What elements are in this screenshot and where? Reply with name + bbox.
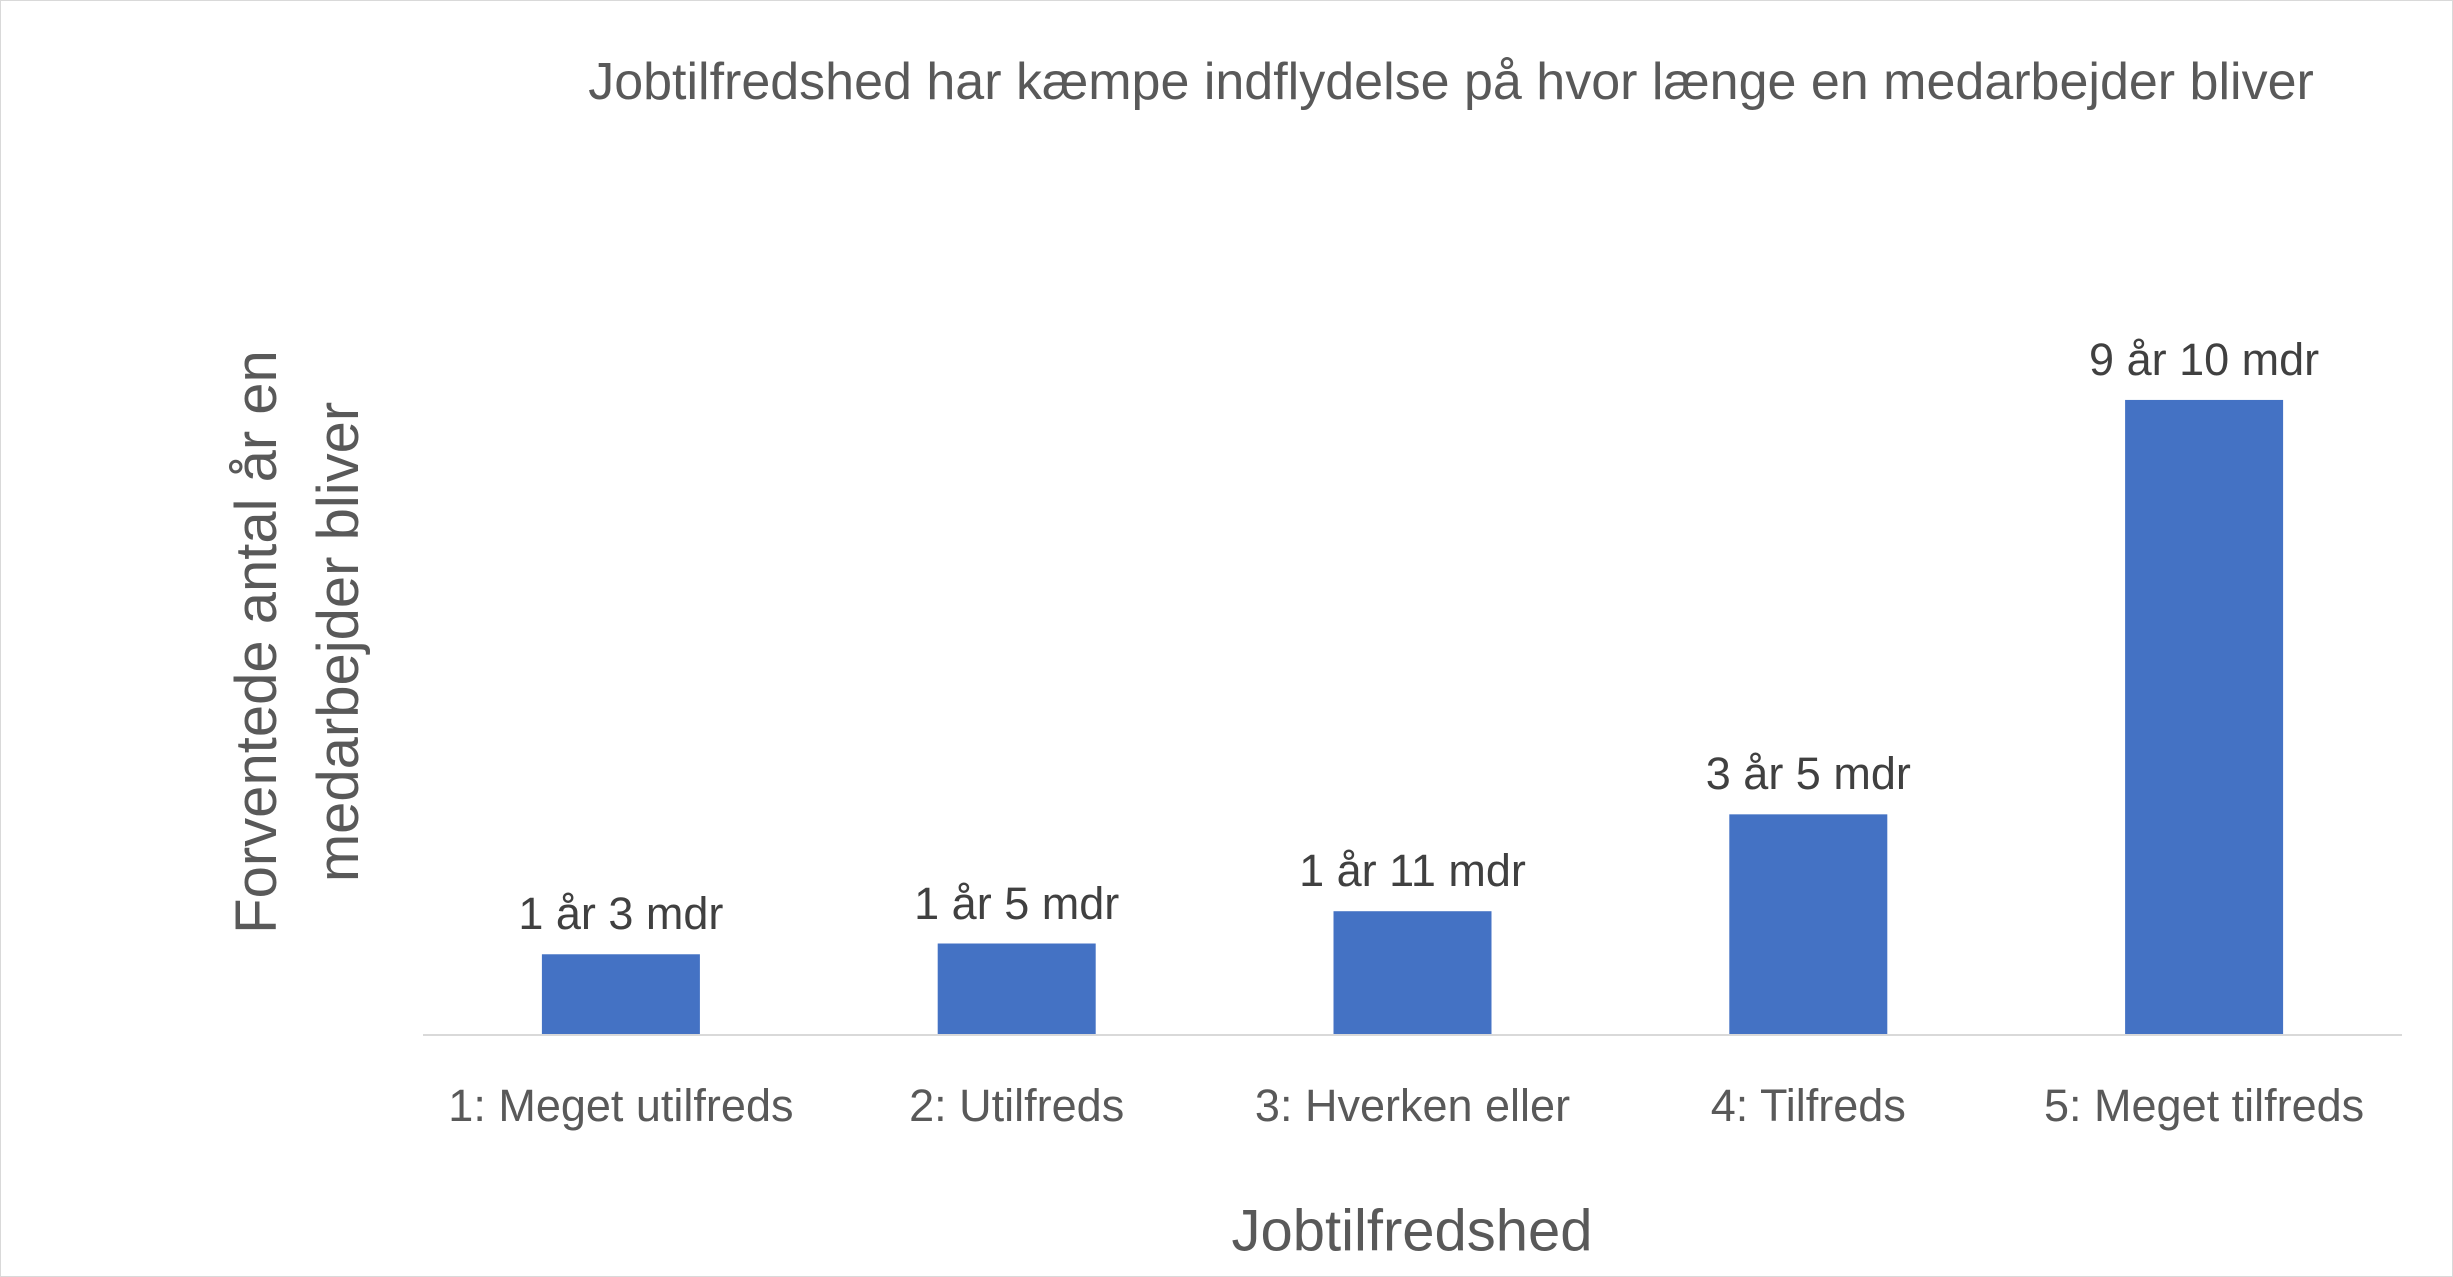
- bar: [937, 943, 1096, 1035]
- bar: [2125, 399, 2284, 1035]
- data-label: 9 år 10 mdr: [2089, 333, 2320, 385]
- y-axis-title: Forventede antal år en medarbejder blive…: [224, 350, 371, 934]
- x-tick-label: 1: Meget utilfreds: [448, 1080, 794, 1131]
- x-tick-label: 4: Tilfreds: [1710, 1080, 1906, 1131]
- bar: [1333, 911, 1492, 1035]
- x-axis-title: Jobtilfredshed: [1231, 1198, 1593, 1264]
- x-tick-label: 5: Meget tilfreds: [2044, 1080, 2365, 1131]
- x-tick-label: 2: Utilfreds: [909, 1080, 1125, 1131]
- bar: [1729, 814, 1888, 1035]
- data-label: 1 år 5 mdr: [914, 877, 1120, 929]
- data-label: 1 år 11 mdr: [1299, 845, 1526, 897]
- x-tick-label: 3: Hverken eller: [1254, 1080, 1571, 1131]
- chart-title: Jobtilfredshed har kæmpe indflydelse på …: [588, 53, 2314, 111]
- bar: [541, 954, 700, 1035]
- data-label: 1 år 3 mdr: [518, 888, 724, 940]
- data-label: 3 år 5 mdr: [1705, 748, 1911, 800]
